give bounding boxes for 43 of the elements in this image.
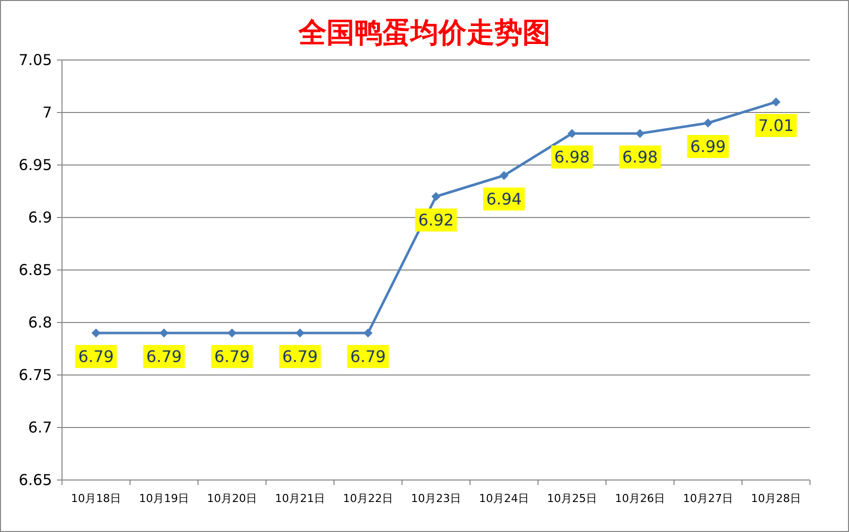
- x-tick-label: 10月24日: [479, 492, 529, 505]
- x-tick-label: 10月26日: [615, 492, 665, 505]
- data-label: 6.98: [622, 148, 658, 166]
- point: [92, 328, 100, 338]
- data-label: 7.01: [758, 116, 794, 135]
- y-tick-label: 6.8: [28, 314, 52, 332]
- y-tick-label: 6.65: [18, 471, 52, 489]
- data-label: 6.79: [214, 347, 250, 366]
- x-tick-label: 10月25日: [547, 492, 597, 505]
- point: [704, 118, 712, 128]
- point: [364, 328, 372, 338]
- y-tick-label: 6.9: [28, 208, 52, 226]
- x-tick-label: 10月23日: [411, 492, 461, 505]
- point: [568, 129, 576, 138]
- y-tick-label: 6.7: [28, 418, 52, 436]
- point: [500, 171, 508, 180]
- x-tick-label: 10月20日: [207, 492, 257, 505]
- x-tick-label: 10月27日: [683, 492, 733, 505]
- y-tick-label: 7: [42, 104, 52, 122]
- y-tick-label: 7.05: [18, 51, 52, 69]
- point: [432, 192, 440, 201]
- y-tick-label: 6.85: [18, 261, 52, 279]
- chart-title: 全国鸭蛋均价走势图: [298, 16, 550, 49]
- point: [636, 129, 644, 138]
- point: [228, 328, 236, 338]
- data-label: 6.94: [486, 190, 522, 208]
- data-label: 6.79: [146, 347, 182, 366]
- y-tick-label: 6.95: [18, 156, 52, 174]
- x-tick-label: 10月22日: [343, 492, 393, 505]
- point: [296, 328, 304, 338]
- x-tick-label: 10月19日: [139, 492, 189, 505]
- y-tick-label: 6.75: [18, 366, 52, 384]
- data-label: 6.98: [554, 148, 590, 166]
- data-label: 6.92: [418, 210, 454, 230]
- point: [160, 328, 168, 338]
- data-label: 6.79: [78, 347, 114, 366]
- x-tick-label: 10月18日: [71, 492, 121, 505]
- point: [772, 98, 780, 106]
- data-label: 6.79: [282, 347, 318, 366]
- data-label: 6.79: [350, 347, 386, 366]
- x-tick-label: 10月21日: [275, 492, 325, 505]
- x-tick-label: 10月28日: [751, 492, 801, 505]
- data-label: 6.99: [690, 137, 726, 156]
